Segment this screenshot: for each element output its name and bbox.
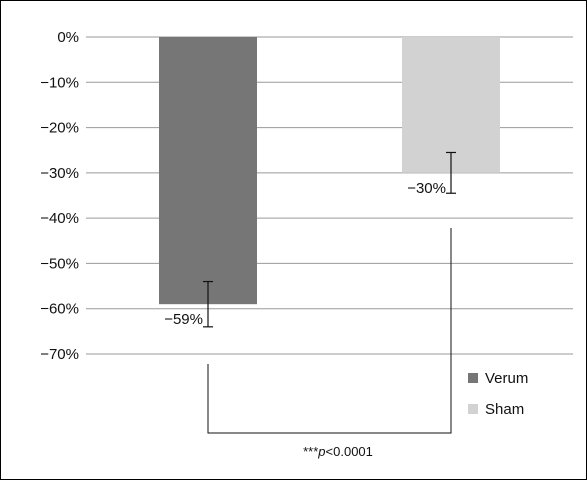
y-tick-label: −70% (40, 346, 79, 363)
bars (159, 37, 500, 305)
y-tick-label: −40% (40, 210, 79, 227)
data-label-sham: −30% (407, 180, 446, 197)
data-labels: −59% −30% (164, 180, 446, 328)
legend-label-sham: Sham (485, 401, 524, 418)
bar-verum (159, 37, 257, 305)
legend-label-verum: Verum (485, 370, 528, 387)
legend: Verum Sham (468, 370, 528, 418)
p-value-symbol: p (317, 444, 325, 459)
p-value-label: ***p<0.0001 (303, 444, 373, 459)
y-tick-label: −10% (40, 74, 79, 91)
error-bars (203, 151, 456, 328)
bracket-line (207, 228, 452, 434)
y-tick-label: −50% (40, 255, 79, 272)
y-tick-label: −30% (40, 165, 79, 182)
p-value-threshold: <0.0001 (326, 444, 373, 459)
legend-swatch-verum (468, 373, 478, 383)
y-tick-label: 0% (57, 29, 79, 46)
data-label-verum: −59% (164, 311, 203, 328)
y-tick-label: −20% (40, 120, 79, 137)
legend-swatch-sham (468, 404, 478, 414)
p-value-stars: *** (303, 444, 318, 459)
y-tick-label: −60% (40, 301, 79, 318)
significance-bracket: ***p<0.0001 (207, 228, 452, 459)
bar-sham (402, 37, 500, 173)
y-axis-ticks: 0% −10% −20% −30% −40% −50% −60% −70% (40, 29, 79, 363)
